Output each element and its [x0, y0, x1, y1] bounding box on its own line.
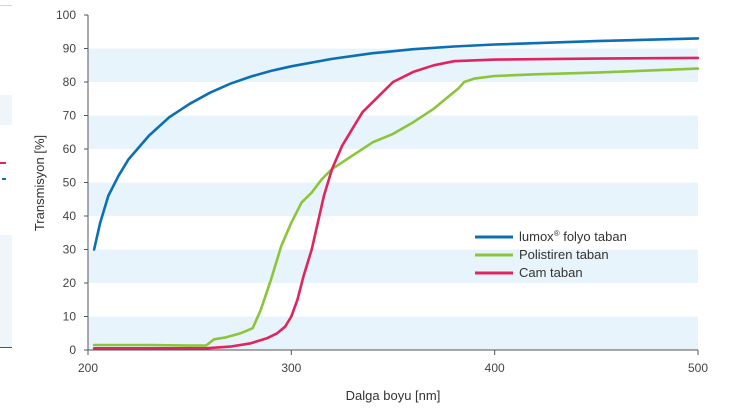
y-tick-label: 30 [63, 243, 77, 257]
x-tick-label: 500 [688, 361, 708, 375]
x-tick-label: 400 [485, 361, 505, 375]
series-line-polistiren [92, 67, 700, 347]
background-bands [88, 48, 698, 350]
x-axis-title: Dalga boyu [nm] [346, 388, 441, 403]
grid-band [88, 182, 698, 216]
legend-label-cam: Cam taban [519, 265, 583, 280]
y-axis-title: Transmisyon [%] [32, 135, 47, 231]
x-axis: 200 300 400 500 [78, 349, 708, 375]
series-line-lumox [92, 37, 700, 251]
x-tick-label: 300 [281, 361, 301, 375]
y-tick-label: 20 [63, 276, 77, 290]
legend-label-lumox: lumox® folyo taban [519, 229, 627, 244]
grid-band [88, 249, 698, 283]
y-tick-label: 100 [56, 8, 76, 22]
grid-band [88, 48, 698, 82]
grid-band [88, 115, 698, 149]
series-line-cam [92, 56, 700, 350]
y-tick-label: 60 [63, 142, 77, 156]
y-tick-label: 50 [63, 176, 77, 190]
legend: lumox® folyo taban Polistiren taban Cam … [475, 229, 627, 280]
y-tick-label: 80 [63, 75, 77, 89]
y-tick-label: 10 [63, 310, 77, 324]
y-tick-label: 0 [69, 343, 76, 357]
y-tick-label: 70 [63, 109, 77, 123]
left-crop-fragment [0, 0, 12, 350]
x-tick-label: 200 [78, 361, 98, 375]
legend-label-polistiren: Polistiren taban [519, 247, 609, 262]
y-axis: 0 10 20 30 40 50 60 70 80 90 100 [56, 8, 89, 357]
y-tick-label: 40 [63, 209, 77, 223]
y-tick-label: 90 [63, 42, 77, 56]
series-lines [92, 37, 700, 350]
